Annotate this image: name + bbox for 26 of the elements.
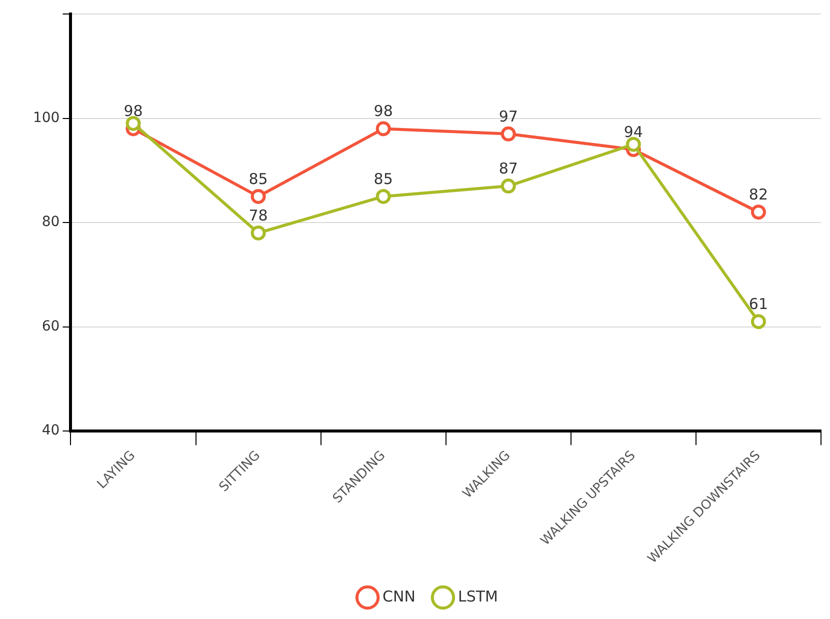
point <box>250 225 266 240</box>
data-label: 97 <box>498 107 518 126</box>
data-label: 94 <box>624 122 643 141</box>
point <box>626 136 641 152</box>
y-tick-label: 100 <box>32 110 60 126</box>
data-label: 61 <box>748 294 768 313</box>
point <box>750 314 766 330</box>
point <box>126 116 141 131</box>
data-label: 87 <box>498 159 518 178</box>
point <box>750 204 766 220</box>
point <box>250 188 266 204</box>
data-label: 82 <box>748 186 768 204</box>
legend-label: CNN <box>382 587 416 606</box>
point <box>500 178 516 194</box>
y-tick-label: 40 <box>42 422 60 439</box>
y-tick-label: 60 <box>42 318 60 334</box>
y-tick-label: 80 <box>42 214 60 230</box>
data-label: 85 <box>374 170 393 188</box>
legend-label: LSTM <box>458 587 498 606</box>
point <box>376 188 391 204</box>
data-label: 85 <box>248 170 268 188</box>
data-label: 78 <box>248 206 268 224</box>
point <box>376 121 391 136</box>
data-label: 98 <box>124 102 143 120</box>
data-label: 98 <box>374 102 393 120</box>
point <box>500 126 516 142</box>
